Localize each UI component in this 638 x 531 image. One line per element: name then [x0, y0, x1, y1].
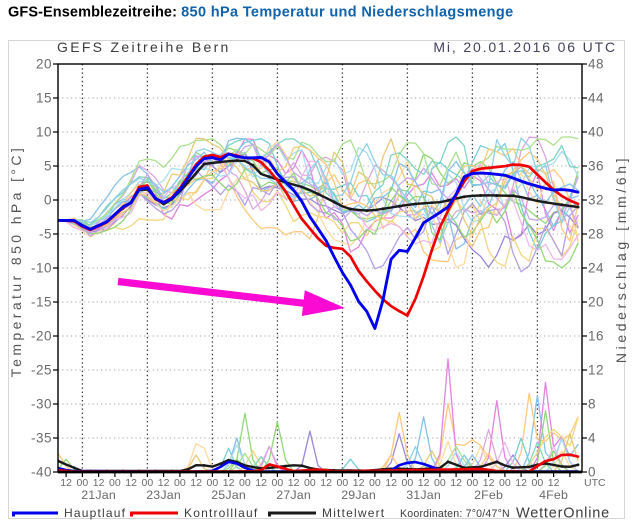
svg-text:00: 00 [434, 477, 446, 489]
svg-text:8: 8 [588, 397, 596, 412]
svg-text:00: 00 [402, 477, 414, 489]
svg-text:10: 10 [36, 125, 52, 140]
svg-text:00: 00 [337, 477, 349, 489]
svg-text:00: 00 [369, 477, 381, 489]
svg-text:GEFS Zeitreihe Bern: GEFS Zeitreihe Bern [57, 39, 231, 55]
svg-text:12: 12 [483, 477, 495, 489]
svg-text:Niederschlag [mm/6h]: Niederschlag [mm/6h] [613, 155, 629, 363]
svg-text:-5: -5 [39, 227, 52, 242]
svg-text:00: 00 [207, 477, 219, 489]
svg-text:24: 24 [588, 261, 604, 276]
svg-text:00: 00 [109, 477, 121, 489]
svg-text:0: 0 [588, 465, 596, 480]
svg-text:16: 16 [588, 329, 604, 344]
svg-text:00: 00 [142, 477, 154, 489]
svg-text:-25: -25 [31, 363, 52, 378]
svg-text:12: 12 [190, 477, 202, 489]
svg-text:12: 12 [125, 477, 137, 489]
svg-text:27Jan: 27Jan [276, 488, 311, 502]
svg-text:4Feb: 4Feb [539, 488, 568, 502]
svg-text:00: 00 [77, 477, 89, 489]
svg-text:00: 00 [532, 477, 544, 489]
svg-text:31Jan: 31Jan [406, 488, 441, 502]
svg-text:-40: -40 [31, 465, 52, 480]
svg-text:Temperatur 850 hPa [°C]: Temperatur 850 hPa [°C] [8, 145, 24, 377]
svg-text:Koordinaten: 7°0/47°N: Koordinaten: 7°0/47°N [400, 508, 510, 520]
svg-text:23Jan: 23Jan [146, 488, 181, 502]
svg-text:48: 48 [588, 57, 604, 72]
svg-text:-10: -10 [31, 261, 52, 276]
svg-text:12: 12 [223, 477, 235, 489]
svg-text:12: 12 [93, 477, 105, 489]
svg-text:40: 40 [588, 125, 604, 140]
svg-text:-30: -30 [31, 397, 52, 412]
svg-text:12: 12 [60, 477, 72, 489]
svg-text:21Jan: 21Jan [81, 488, 116, 502]
svg-text:-15: -15 [31, 295, 52, 310]
svg-text:12: 12 [385, 477, 397, 489]
svg-text:12: 12 [320, 477, 332, 489]
svg-text:00: 00 [304, 477, 316, 489]
svg-text:00: 00 [174, 477, 186, 489]
svg-text:Mi, 20.01.2016 06 UTC: Mi, 20.01.2016 06 UTC [433, 39, 617, 55]
svg-text:12: 12 [255, 477, 267, 489]
svg-text:15: 15 [36, 91, 52, 106]
svg-text:-35: -35 [31, 431, 52, 446]
svg-text:25Jan: 25Jan [211, 488, 246, 502]
svg-text:Mittelwert: Mittelwert [322, 506, 385, 520]
svg-text:12: 12 [450, 477, 462, 489]
svg-text:GFS-Ensemblezeitreihe: 850 hPa: GFS-Ensemblezeitreihe: 850 hPa Temperatu… [8, 5, 514, 21]
svg-text:32: 32 [588, 193, 604, 208]
svg-text:12: 12 [158, 477, 170, 489]
svg-text:WetterOnline: WetterOnline [516, 506, 610, 522]
svg-text:-20: -20 [31, 329, 52, 344]
svg-text:28: 28 [588, 227, 604, 242]
svg-text:20: 20 [36, 57, 52, 72]
svg-text:12: 12 [353, 477, 365, 489]
svg-text:00: 00 [499, 477, 511, 489]
svg-text:12: 12 [588, 363, 604, 378]
svg-text:36: 36 [588, 159, 604, 174]
svg-text:0: 0 [44, 193, 52, 208]
svg-text:Kontrolllauf: Kontrolllauf [184, 506, 258, 520]
svg-text:12: 12 [288, 477, 300, 489]
svg-text:4: 4 [588, 431, 596, 446]
svg-text:2Feb: 2Feb [474, 488, 503, 502]
svg-text:UTC: UTC [584, 477, 606, 489]
svg-text:00: 00 [467, 477, 479, 489]
svg-text:44: 44 [588, 91, 604, 106]
svg-text:12: 12 [418, 477, 430, 489]
svg-text:12: 12 [548, 477, 560, 489]
svg-text:20: 20 [588, 295, 604, 310]
svg-text:Hauptlauf: Hauptlauf [64, 506, 126, 520]
svg-text:00: 00 [272, 477, 284, 489]
svg-text:29Jan: 29Jan [341, 488, 376, 502]
svg-text:00: 00 [239, 477, 251, 489]
svg-text:12: 12 [515, 477, 527, 489]
svg-text:5: 5 [44, 159, 52, 174]
